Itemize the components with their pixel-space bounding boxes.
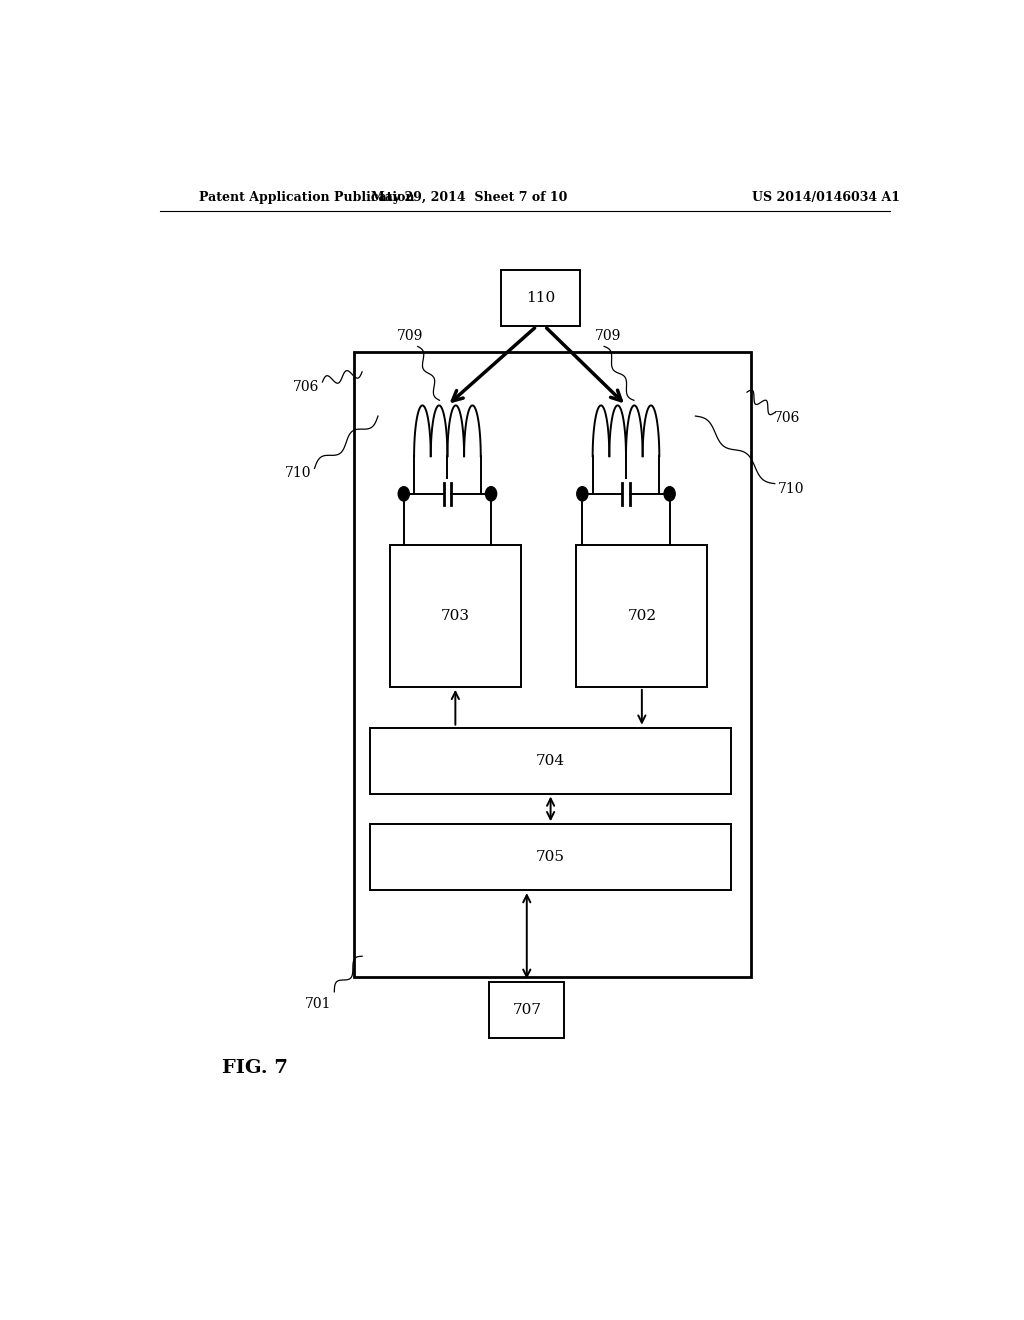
Text: 706: 706 [293, 380, 319, 395]
Text: US 2014/0146034 A1: US 2014/0146034 A1 [753, 190, 900, 203]
Text: 704: 704 [536, 754, 565, 768]
Text: 703: 703 [441, 609, 470, 623]
Bar [390, 545, 521, 686]
Text: May 29, 2014  Sheet 7 of 10: May 29, 2014 Sheet 7 of 10 [371, 190, 567, 203]
Bar [354, 351, 751, 977]
Text: FIG. 7: FIG. 7 [222, 1059, 288, 1077]
Text: 707: 707 [512, 1003, 542, 1016]
Bar [577, 545, 708, 686]
Circle shape [398, 487, 410, 500]
Text: 701: 701 [305, 997, 332, 1011]
Bar [489, 982, 564, 1038]
Text: 702: 702 [628, 609, 656, 623]
Circle shape [485, 487, 497, 500]
Circle shape [577, 487, 588, 500]
Circle shape [665, 487, 675, 500]
Text: 705: 705 [537, 850, 565, 865]
Bar [501, 271, 581, 326]
Text: 709: 709 [396, 329, 423, 343]
Text: Patent Application Publication: Patent Application Publication [200, 190, 415, 203]
Bar [378, 372, 517, 519]
Text: 710: 710 [777, 482, 804, 496]
Bar [370, 727, 731, 793]
Bar [557, 372, 695, 519]
Bar [370, 824, 731, 890]
Text: 709: 709 [595, 329, 622, 343]
Text: 710: 710 [286, 466, 312, 480]
Text: 110: 110 [526, 292, 555, 305]
Text: 706: 706 [773, 411, 800, 425]
